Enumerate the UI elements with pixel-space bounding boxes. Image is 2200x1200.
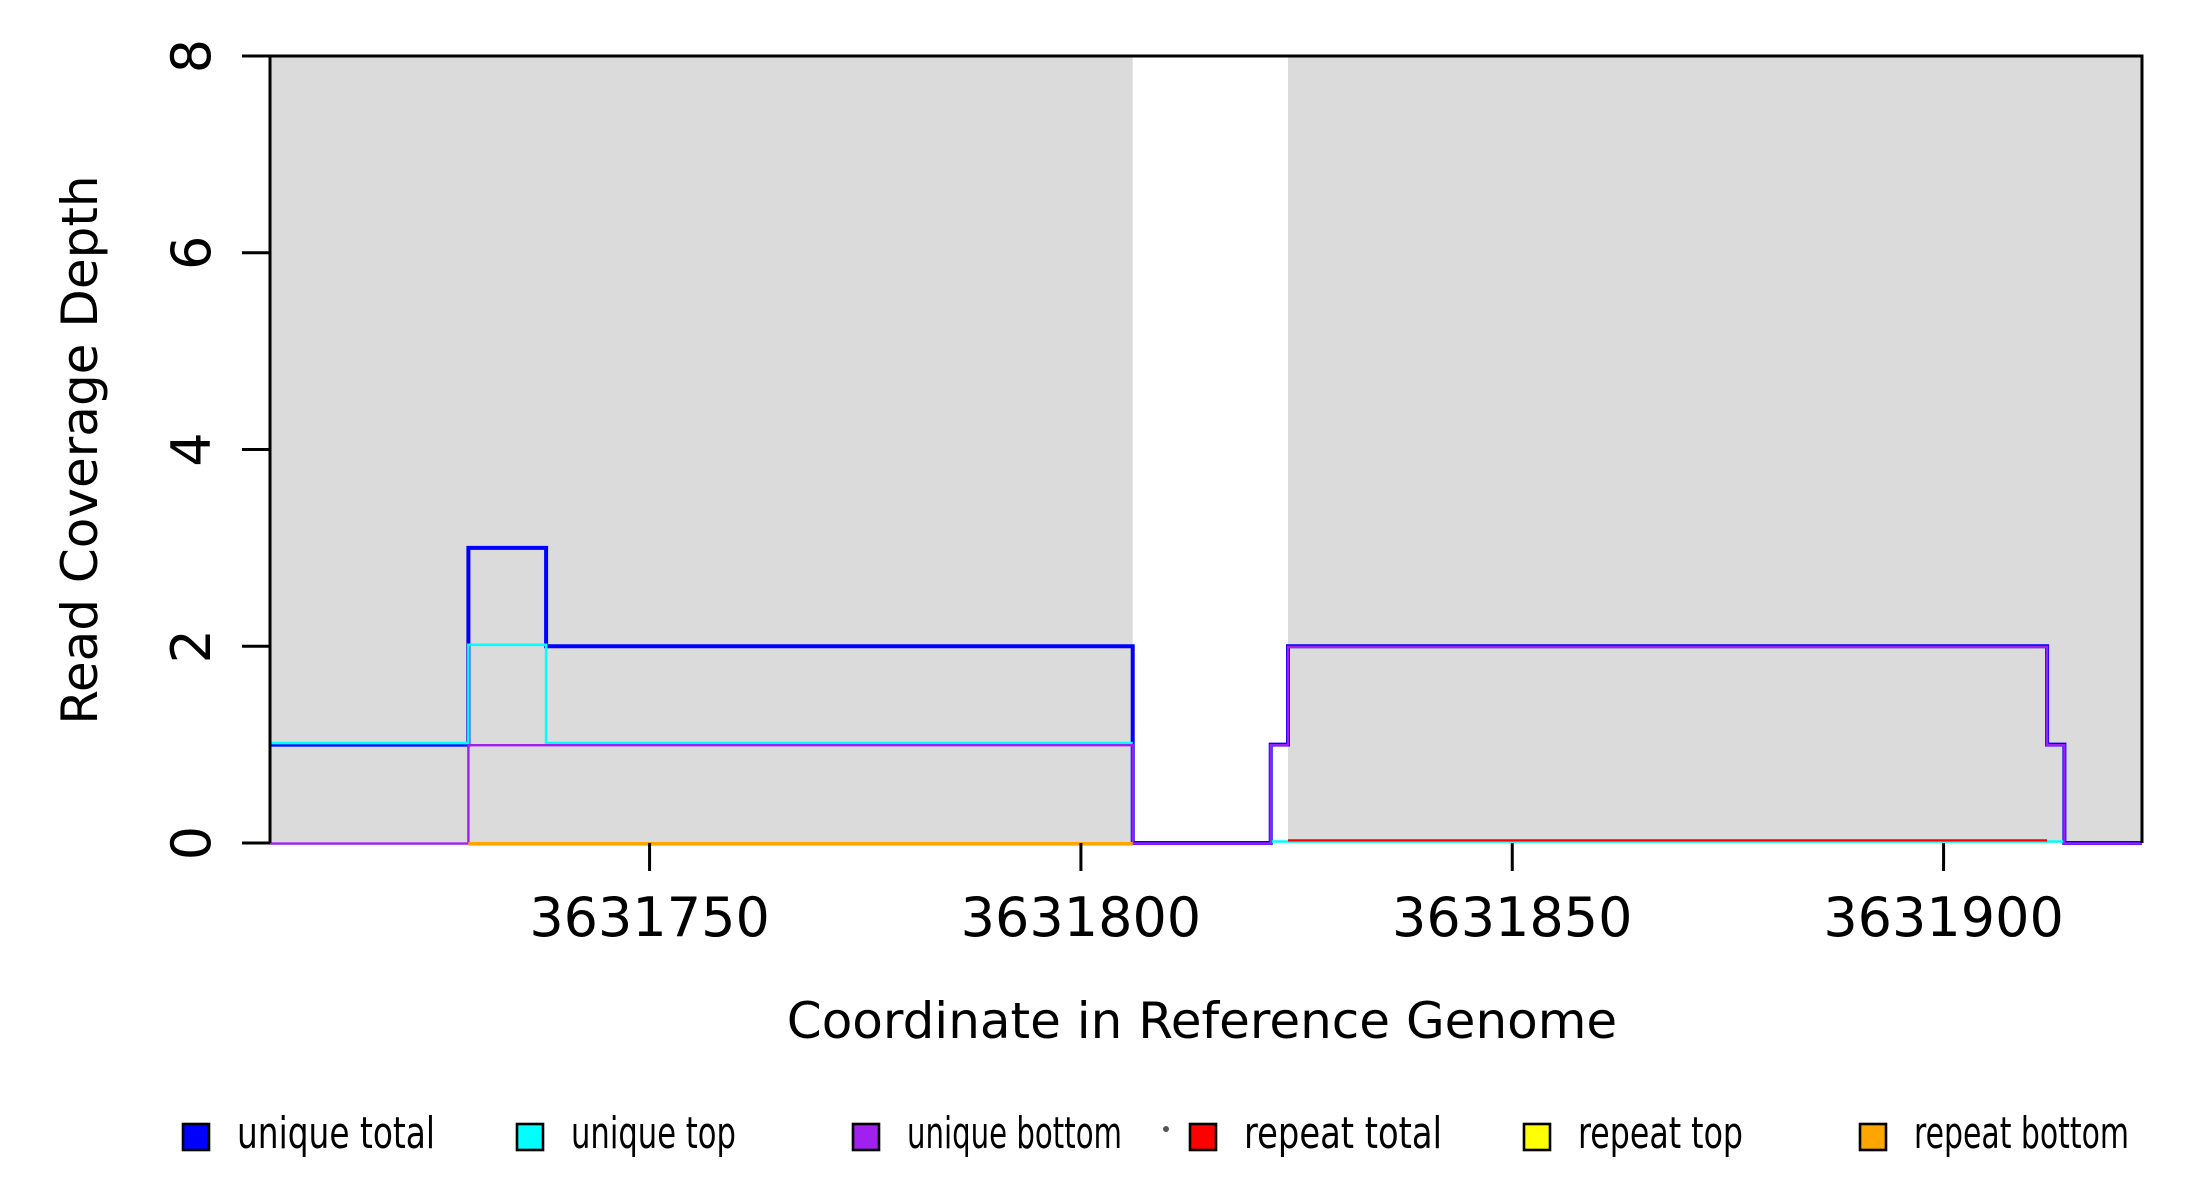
x-axis-title: Coordinate in Reference Genome bbox=[787, 992, 1617, 1050]
legend-swatch-repeat-total bbox=[1188, 1122, 1218, 1152]
legend-label-unique-total: unique total bbox=[237, 1108, 435, 1159]
legend-swatch-repeat-top bbox=[1522, 1122, 1552, 1152]
legend-label-repeat-bottom: repeat bottom bbox=[1914, 1108, 2129, 1159]
legend-swatch-repeat-bottom bbox=[1858, 1122, 1888, 1152]
shaded-region bbox=[270, 57, 1133, 843]
y-tick-label: 8 bbox=[160, 39, 223, 73]
y-tick-label: 0 bbox=[160, 826, 223, 860]
legend-swatch-unique-top bbox=[515, 1122, 545, 1152]
x-tick-label: 3631750 bbox=[529, 886, 770, 949]
legend-swatch-unique-bottom bbox=[851, 1122, 881, 1152]
legend-label-repeat-total: repeat total bbox=[1244, 1108, 1442, 1159]
legend-label-repeat-top: repeat top bbox=[1578, 1108, 1743, 1159]
x-tick-label: 3631800 bbox=[961, 886, 1202, 949]
legend-label-unique-top: unique top bbox=[571, 1108, 736, 1159]
series-line-unique-top bbox=[270, 643, 1133, 745]
y-tick-label: 4 bbox=[160, 432, 223, 466]
legend-swatch-unique-total bbox=[181, 1122, 211, 1152]
y-tick-label: 6 bbox=[160, 236, 223, 270]
y-axis-title: Read Coverage Depth bbox=[51, 175, 109, 724]
x-tick-label: 3631900 bbox=[1823, 886, 2064, 949]
x-tick-label: 3631850 bbox=[1392, 886, 1633, 949]
shaded-region bbox=[1287, 57, 2142, 843]
y-tick-label: 2 bbox=[160, 629, 223, 663]
stray-dot-artifact bbox=[1163, 1126, 1169, 1132]
series-line-unique-bottom bbox=[270, 645, 2142, 845]
legend-label-unique-bottom: unique bottom bbox=[907, 1108, 1122, 1159]
